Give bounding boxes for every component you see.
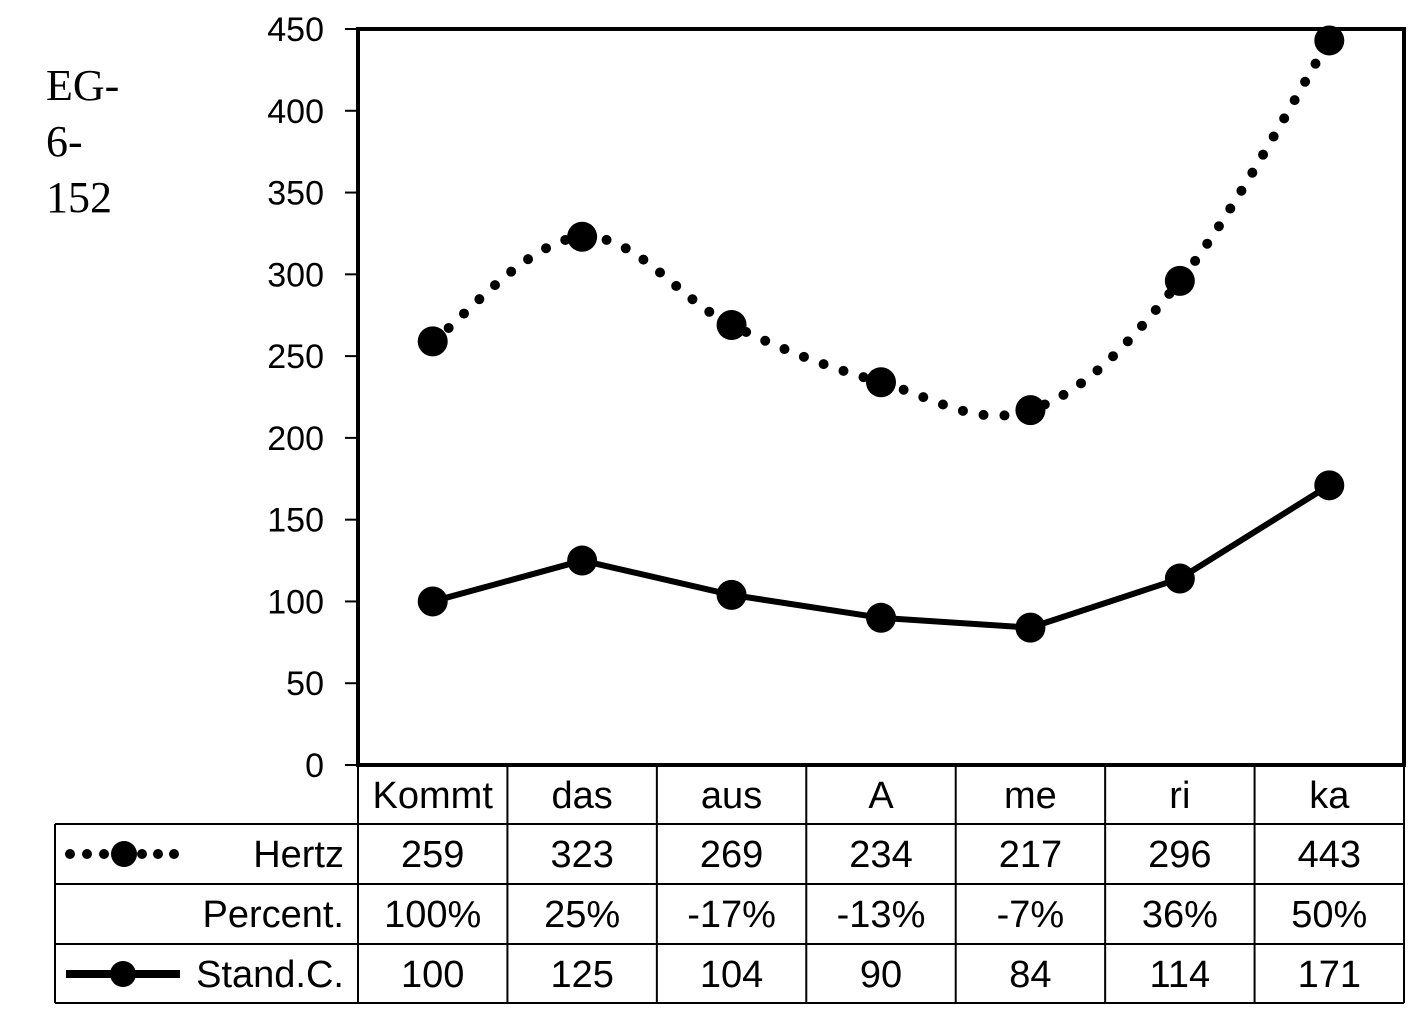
- data-point-stand-c: [1164, 563, 1195, 594]
- legend-dot: [153, 849, 163, 859]
- table-row-label: Stand.C.: [196, 954, 344, 996]
- category-label: aus: [701, 775, 762, 817]
- category-label: ka: [1309, 775, 1350, 817]
- data-point-stand-c: [716, 579, 747, 610]
- y-tick-label: 150: [267, 502, 324, 540]
- side-title-line: EG-: [46, 61, 119, 110]
- category-label: Kommt: [373, 775, 494, 817]
- y-tick-label: 450: [267, 11, 324, 49]
- table-cell: 217: [999, 834, 1062, 876]
- table-cell: -17%: [687, 894, 776, 936]
- y-tick-label: 400: [267, 93, 324, 131]
- data-point-hertz: [1015, 395, 1046, 426]
- table-cell: 125: [550, 954, 613, 996]
- side-title-line: 6-: [46, 117, 83, 166]
- data-point-hertz: [866, 367, 896, 398]
- table-cell: 104: [700, 954, 763, 996]
- table-cell: 100%: [384, 894, 481, 936]
- legend-dot: [82, 849, 92, 859]
- y-tick-label: 100: [267, 583, 324, 621]
- table-cell: 259: [401, 834, 464, 876]
- y-tick-label: 0: [305, 747, 324, 785]
- side-title-line: 152: [46, 173, 112, 222]
- data-point-hertz: [1314, 25, 1345, 56]
- data-point-stand-c: [866, 602, 896, 633]
- table-cell: 25%: [544, 894, 620, 936]
- table-cell: 443: [1298, 834, 1361, 876]
- legend-dot: [65, 849, 75, 859]
- table-cell: 323: [550, 834, 613, 876]
- table-cell: 100: [401, 954, 464, 996]
- table-cell: 90: [860, 954, 902, 996]
- table-cell: 36%: [1142, 894, 1218, 936]
- category-label: A: [868, 775, 894, 817]
- series-line-hertz: [427, 35, 1335, 421]
- table-cell: -13%: [837, 894, 926, 936]
- category-label: me: [1004, 775, 1057, 817]
- table-cell: -7%: [997, 894, 1065, 936]
- table-cell: 296: [1148, 834, 1211, 876]
- table-cell: 114: [1150, 954, 1211, 996]
- category-label: das: [552, 775, 613, 817]
- table-cell: 269: [700, 834, 763, 876]
- y-tick-label: 50: [286, 665, 324, 703]
- category-label: ri: [1169, 775, 1190, 817]
- series-lines: [417, 25, 1345, 643]
- data-point-hertz: [1164, 265, 1195, 296]
- data-point-stand-c: [417, 586, 448, 617]
- y-tick-label: 300: [267, 256, 324, 294]
- data-point-hertz: [567, 221, 598, 252]
- table-cell: 234: [849, 834, 912, 876]
- data-point-stand-c: [567, 545, 598, 576]
- legend-dot: [99, 849, 109, 859]
- y-tick-label: 350: [267, 175, 324, 213]
- chart-title-group: EG- 6- 152: [46, 61, 119, 222]
- table-cell: 84: [1009, 954, 1051, 996]
- data-point-stand-c: [1015, 612, 1046, 643]
- y-tick-label: 200: [267, 420, 324, 458]
- table-row-label: Percent.: [202, 894, 344, 936]
- table-cell: 171: [1298, 954, 1361, 996]
- data-point-stand-c: [1314, 470, 1345, 501]
- data-point-hertz: [716, 310, 747, 341]
- data-point-hertz: [417, 326, 448, 357]
- y-axis: 0 50 100 150 200 250 300 350 400 450: [267, 11, 1406, 785]
- table-row-label: Hertz: [253, 834, 344, 876]
- legend-dot: [169, 849, 179, 859]
- y-tick-label: 250: [267, 338, 324, 376]
- legend-dot: [137, 849, 147, 859]
- legend-marker: [110, 961, 136, 987]
- table-cell: 50%: [1291, 894, 1367, 936]
- legend-marker: [111, 841, 137, 867]
